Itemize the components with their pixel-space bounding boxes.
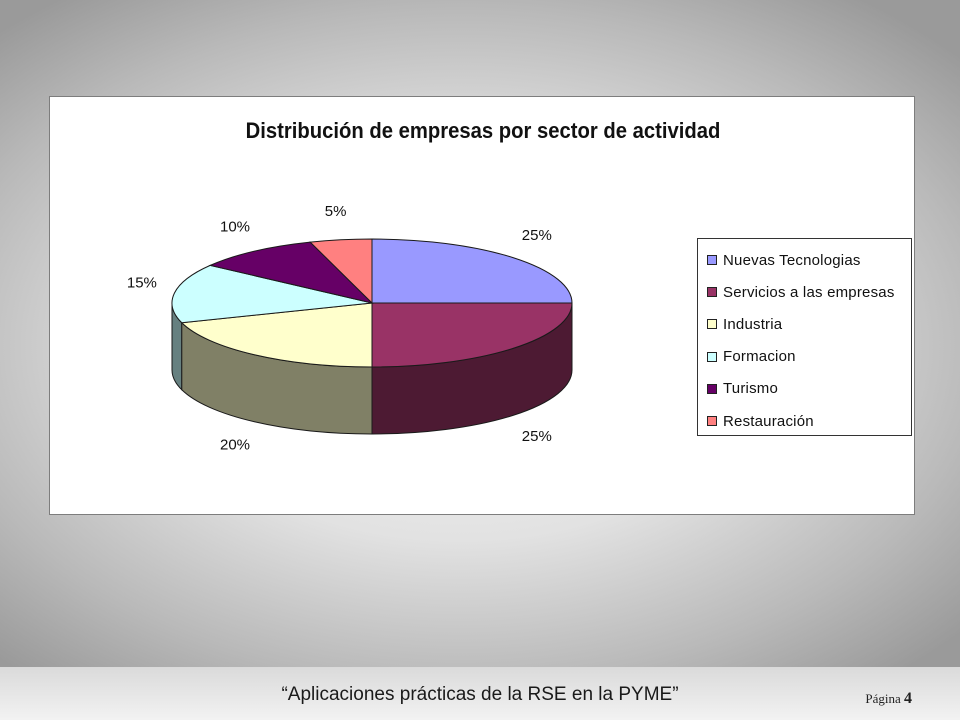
data-label-0: 25% <box>522 227 552 244</box>
pie-slice-2 <box>180 302 373 368</box>
data-label-5: 5% <box>325 203 347 220</box>
page-number-value: 4 <box>904 690 912 707</box>
pie-slice-4 <box>208 241 374 304</box>
data-label-3: 15% <box>127 275 157 292</box>
legend-label: Servicios a las empresas <box>723 283 895 301</box>
legend-label: Formacion <box>723 348 796 366</box>
legend-item: Industria <box>698 308 911 340</box>
legend-item: Formacion <box>698 341 911 373</box>
legend-item: Nuevas Tecnologias <box>698 244 911 276</box>
legend-swatch <box>707 287 717 298</box>
chart-legend: Nuevas Tecnologias Servicios a las empres… <box>697 238 912 436</box>
legend-label: Restauración <box>723 412 814 430</box>
legend-swatch <box>707 255 717 266</box>
footer-bar <box>0 667 960 720</box>
legend-item: Turismo <box>698 373 911 405</box>
legend-item: Restauración <box>698 405 911 437</box>
legend-item: Servicios a las empresas <box>698 276 911 308</box>
legend-label: Industria <box>723 315 783 333</box>
legend-swatch <box>707 351 717 362</box>
page-label: Página <box>865 691 901 706</box>
pie-slice-5 <box>309 238 373 305</box>
chart-title: Distribución de empresas por sector de a… <box>245 118 721 143</box>
pie-slice-0 <box>371 238 573 304</box>
footer-title: “Aplicaciones prácticas de la RSE en la … <box>281 684 679 705</box>
page-number: Página 4 <box>865 690 912 708</box>
legend-label: Turismo <box>723 380 779 398</box>
pie-slice-3 <box>171 264 373 324</box>
data-label-1: 25% <box>522 428 552 445</box>
legend-swatch <box>707 319 717 330</box>
legend-swatch <box>707 383 717 394</box>
legend-label: Nuevas Tecnologias <box>723 251 861 269</box>
legend-swatch <box>707 416 717 427</box>
data-label-2: 20% <box>220 437 250 454</box>
data-label-4: 10% <box>220 218 250 235</box>
pie-slice-1 <box>371 302 573 368</box>
